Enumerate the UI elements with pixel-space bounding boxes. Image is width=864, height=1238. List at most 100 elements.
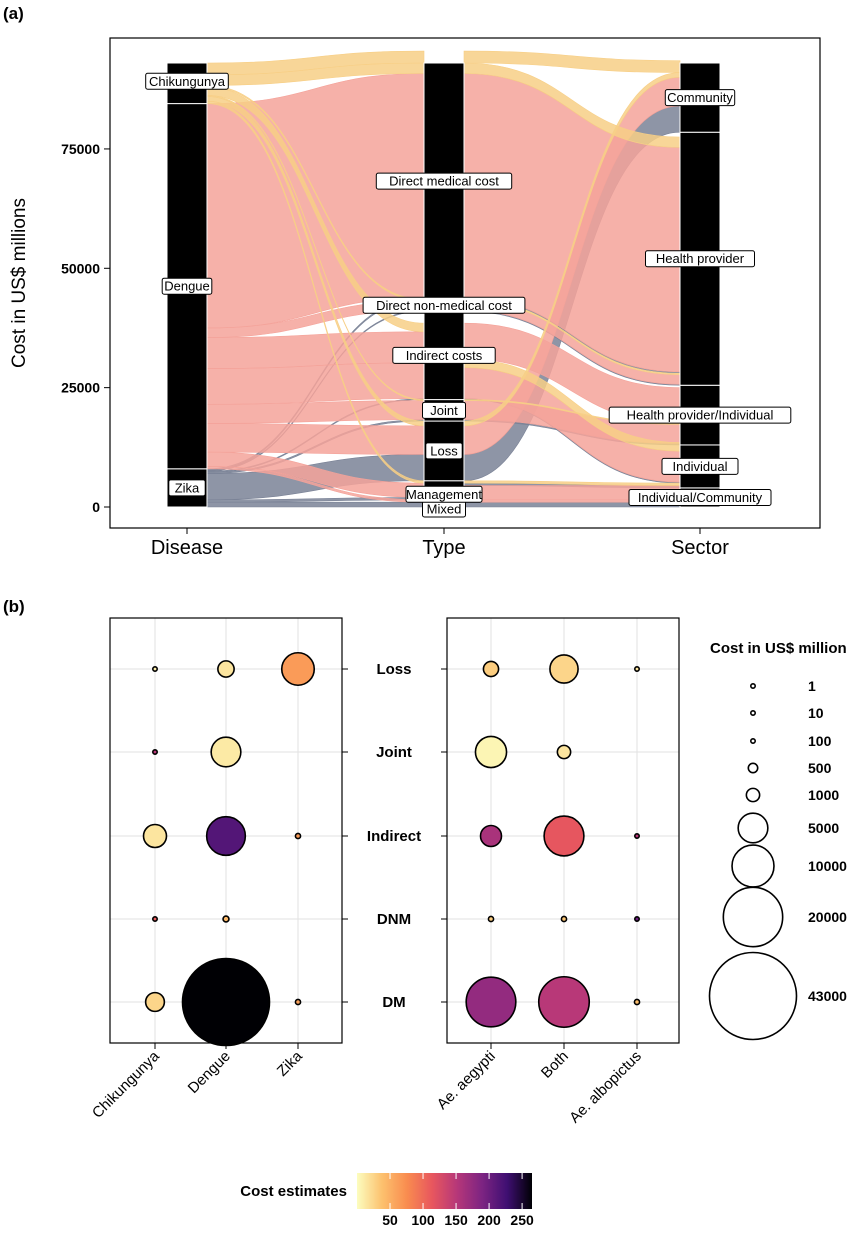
stratum-label-text: Direct non-medical cost [376,298,512,313]
stratum-label-box [392,346,496,364]
size-legend-circle [749,737,756,744]
column-label-ae-aegypti: Ae. aegypti [434,1048,499,1113]
bubble-loss-dengue [217,660,235,678]
flow-zika-mixed-individual-community-left [206,501,425,508]
bubble-indirect-ae-aegypti [479,824,503,848]
stratum-label-chikungunya: Chikungunya [145,72,229,90]
stratum-label-text: Individual [673,459,728,474]
color-legend-tick-label: 200 [477,1212,501,1228]
flow-dengue-indirect-costs-individual-left [206,331,425,369]
y-tick-label: 50000 [61,260,100,276]
stratum-label-box [645,250,755,268]
stratum-label-box [145,72,229,90]
bubble-dnm-ae-aegypti [487,915,495,923]
bubble-dm-ae-albopictus [633,998,641,1006]
bubble-joint-dengue [210,736,242,768]
stratum-label-dengue: Dengue [161,277,213,295]
size-legend-label: 1 [808,678,816,694]
size-legend-title: Cost in US$ million [710,640,847,657]
stratum-label-box [628,488,772,506]
stratum-label-text: Chikungunya [149,74,226,89]
stratum-label-text: Dengue [164,279,210,294]
bubble-indirect-both [543,815,585,857]
stratum-label-text: Indirect costs [406,348,483,363]
bubble-dnm-ae-albopictus [633,915,640,922]
size-legend-label: 100 [808,733,832,749]
bubble-dm-both [537,975,591,1029]
bubble-dnm-chikungunya [152,915,159,922]
size-legend-label: 10000 [808,858,847,874]
bubble-indirect-zika [294,832,302,840]
column-label-dengue: Dengue [185,1048,234,1097]
color-legend-tick-label: 100 [411,1212,435,1228]
stratum-label-box [661,457,739,475]
size-legend-label: 20000 [808,909,847,925]
stratum-label-box [161,277,213,295]
bubble-joint-both [556,744,572,760]
row-label-dnm: DNM [377,911,411,928]
size-legend-label: 43000 [808,988,847,1004]
plot-frame [109,37,821,529]
bubble-dm-chikungunya [144,991,166,1013]
size-legend-label: 10 [808,705,824,721]
size-legend-label: 1000 [808,787,839,803]
color-legend-tick-label: 150 [444,1212,468,1228]
row-label-loss: Loss [376,661,411,678]
stratum-label-text: Mixed [427,502,462,517]
size-legend-circle [737,812,769,844]
y-tick-label: 75000 [61,141,100,157]
x-axis-label-sector: Sector [671,537,729,559]
stratum-label-health-provider: Health provider [645,250,755,268]
panel-b-tag: (b) [3,597,25,616]
stratum-label-text: Individual/Community [638,490,763,505]
stratum-label-box [664,89,736,107]
size-legend-circle [708,951,798,1041]
stratum-label-text: Management [406,487,482,502]
flows [206,50,681,508]
bubble-dm-dengue [181,957,271,1047]
flow-dengue-loss-community-left [206,423,425,455]
size-legend-circle [745,787,761,803]
column-label-chikungunya: Chikungunya [89,1047,163,1121]
bubble-loss-chikungunya [152,665,159,672]
column-label-both: Both [538,1048,572,1082]
stratum-label-box [168,479,206,497]
stratum-label-text: Zika [175,480,200,495]
bubble-joint-chikungunya [152,748,159,755]
row-label-joint: Joint [376,744,412,761]
flow-dengue-indirect-costs-health-provider-individual-left [206,362,425,405]
color-legend-title: Cost estimates [240,1183,347,1200]
stratum-label-management: Management [405,485,483,503]
stratum-label-box [608,406,792,424]
stratum-label-zika: Zika [168,479,206,497]
bubble-dm-zika [294,998,302,1006]
bubble-chart: Chikungunya Dengue Zika Ae. aegypti BothAe. … [89,617,847,1228]
stratum-label-box [422,401,466,419]
bubble-panel-left: Chikungunya Dengue Zika [89,617,343,1122]
stratum-label-mixed: Mixed [422,500,466,518]
y-tick-label: 25000 [61,380,100,396]
row-label-dm: DM [382,994,405,1011]
stratum-label-direct-medical-cost: Direct medical cost [375,172,513,190]
stratum-label-individual-community: Individual/Community [628,488,772,506]
stratum-label-indirect-costs: Indirect costs [392,346,496,364]
panel-a-tag: (a) [3,4,24,23]
color-legend-tick-label: 50 [382,1212,398,1228]
panel-frame [446,617,680,1044]
size-legend-label: 5000 [808,820,839,836]
bubble-dm-ae-aegypti [465,976,517,1028]
bubble-indirect-ae-albopictus [633,832,640,839]
stratum-label-health-provider-individual: Health provider/Individual [608,406,792,424]
stratum-label-box [375,172,513,190]
alluvial-chart: 0 25000 50000 75000 Cost in US$ millions Dise… [9,37,821,559]
color-legend-tick-label: 250 [510,1212,534,1228]
stratum-label-text: Health provider [656,251,745,266]
stratum-label-loss: Loss [425,442,463,460]
bubble-loss-both [549,654,579,684]
column-label-ae-albopictus: Ae. albopictus [566,1048,645,1127]
y-tick-label: 0 [92,499,100,515]
bubble-loss-ae-aegypti [482,660,500,678]
stratum-label-text: Health provider/Individual [627,408,774,423]
